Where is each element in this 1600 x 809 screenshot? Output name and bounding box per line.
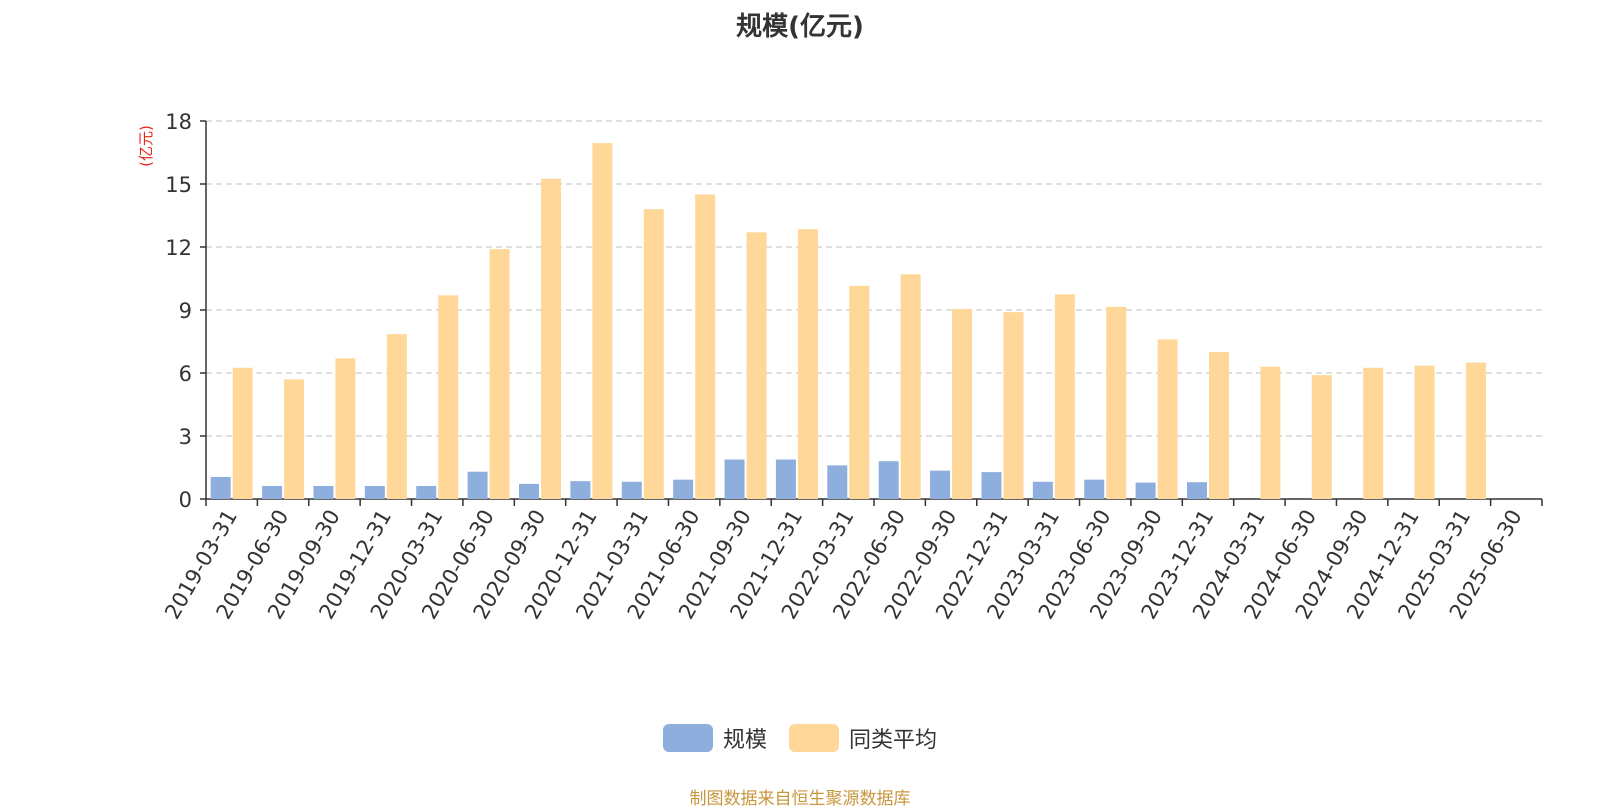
bar-series-1 bbox=[746, 232, 767, 500]
bar-series-1 bbox=[1209, 352, 1229, 499]
bar-series-1 bbox=[592, 143, 613, 500]
bar-series-0 bbox=[930, 470, 951, 499]
bar-series-1 bbox=[1106, 306, 1127, 499]
bar-series-1 bbox=[1465, 362, 1486, 499]
bar-series-0 bbox=[775, 459, 796, 499]
bar-series-0 bbox=[878, 461, 899, 499]
bar-series-1 bbox=[284, 379, 305, 499]
bar-series-1 bbox=[489, 249, 510, 499]
bar-series-0 bbox=[1084, 479, 1105, 499]
legend-swatch-scale bbox=[662, 724, 713, 752]
bar-series-0 bbox=[467, 471, 488, 499]
y-tick-label: 12 bbox=[165, 236, 192, 260]
bar-series-1 bbox=[335, 358, 356, 499]
y-tick-label: 9 bbox=[179, 299, 192, 323]
bar-series-1 bbox=[695, 194, 716, 499]
bar-series-1 bbox=[1260, 366, 1281, 499]
bar-series-1 bbox=[1054, 294, 1075, 499]
bar-series-1 bbox=[900, 274, 921, 499]
bar-series-1 bbox=[232, 367, 253, 499]
bar-series-0 bbox=[210, 476, 231, 499]
y-tick-label: 18 bbox=[165, 110, 192, 134]
legend-label-scale: 规模 bbox=[722, 728, 767, 753]
bar-series-0 bbox=[724, 459, 745, 499]
chart-title: 规模(亿元) bbox=[736, 12, 864, 42]
bar-series-1 bbox=[1414, 365, 1435, 499]
bar-series-0 bbox=[416, 485, 437, 499]
bar-series-1 bbox=[1157, 339, 1178, 499]
legend-swatch-peer-average bbox=[789, 724, 839, 752]
bar-series-1 bbox=[643, 209, 664, 499]
bar-series-1 bbox=[438, 295, 459, 499]
bar-series-0 bbox=[364, 485, 385, 499]
bar-series-0 bbox=[262, 485, 283, 499]
bar-series-0 bbox=[673, 479, 694, 499]
legend-item-scale[interactable]: 规模 bbox=[662, 722, 767, 754]
legend: 规模 同类平均 bbox=[0, 722, 1600, 754]
bar-series-0 bbox=[981, 472, 1002, 499]
legend-label-peer-average: 同类平均 bbox=[849, 728, 938, 753]
y-axis-label: (亿元) bbox=[137, 125, 155, 167]
bar-series-1 bbox=[541, 178, 561, 499]
bar-series-0 bbox=[1187, 482, 1207, 499]
bar-series-0 bbox=[1135, 482, 1156, 499]
y-tick-label: 3 bbox=[179, 425, 192, 449]
bar-series-0 bbox=[621, 481, 642, 499]
bar-series-1 bbox=[1311, 375, 1332, 499]
bar-series-0 bbox=[313, 485, 334, 499]
bar-series-1 bbox=[797, 229, 818, 499]
bar-series-1 bbox=[1363, 367, 1384, 499]
bar-series-0 bbox=[1032, 481, 1053, 499]
bar-series-1 bbox=[386, 334, 407, 499]
bar-series-0 bbox=[519, 483, 539, 499]
source-note: 制图数据来自恒生聚源数据库 bbox=[689, 789, 911, 809]
legend-item-peer-average[interactable]: 同类平均 bbox=[789, 722, 937, 754]
bar-series-1 bbox=[849, 285, 870, 499]
bar-series-0 bbox=[827, 465, 848, 499]
bar-series-1 bbox=[952, 308, 973, 499]
bar-series-1 bbox=[1003, 312, 1024, 499]
y-tick-label: 15 bbox=[165, 173, 192, 197]
bar-series-0 bbox=[570, 481, 591, 499]
y-tick-label: 6 bbox=[179, 362, 192, 386]
y-tick-label: 0 bbox=[179, 488, 192, 512]
